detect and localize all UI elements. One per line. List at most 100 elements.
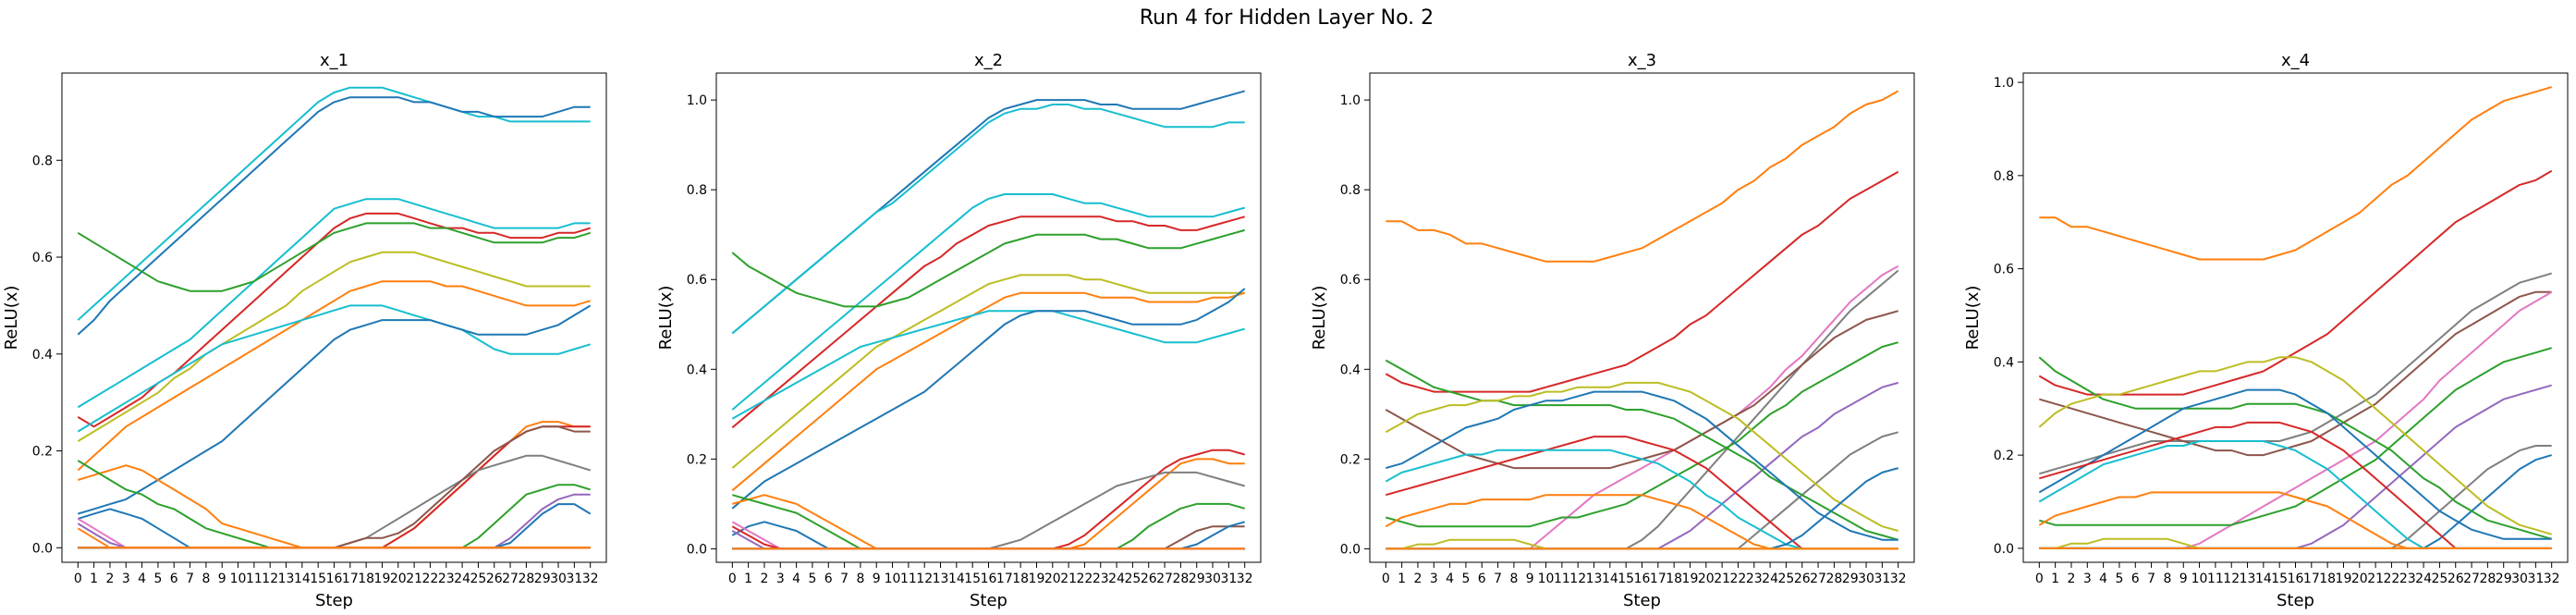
x-tick-label: 20 (1698, 572, 1715, 586)
series-line-9 (1385, 359, 1898, 541)
series-line-9 (731, 288, 1246, 510)
x-tick-label: 18 (1666, 572, 1682, 586)
series-line-2 (2038, 169, 2553, 396)
x-tick-label: 11 (2207, 572, 2224, 586)
series-line-2 (1385, 170, 1899, 393)
x-tick-label: 23 (1746, 572, 1763, 586)
y-axis-label: ReLU(x) (656, 286, 676, 351)
x-tick-label: 20 (1044, 572, 1061, 586)
series-line-3 (731, 193, 1245, 411)
x-tick-label: 6 (1478, 572, 1486, 586)
x-tick-label: 16 (981, 572, 997, 586)
chart-panel-1: 0 1 2 3 4 5 6 7 8 9 10 11 12 13 14 15 16 17 18 19 20 21 22 23 24… (2, 51, 607, 610)
y-tick-label: 0.0 (1994, 542, 2014, 557)
x-tick-label: 18 (1012, 572, 1029, 586)
x-tick-label: 2 (1414, 572, 1422, 586)
x-tick-label: 31 (2527, 572, 2544, 586)
x-tick-label: 20 (2351, 572, 2368, 586)
x-tick-label: 7 (186, 572, 194, 586)
series-group (77, 86, 592, 549)
x-tick-label: 24 (1108, 572, 1125, 586)
y-tick-label: 0.0 (32, 541, 53, 556)
x-tick-label: 22 (2384, 572, 2400, 586)
series-line-11 (1386, 390, 1898, 541)
y-tick-label: 1.0 (1340, 93, 1361, 108)
y-tick-label: 1.0 (1994, 76, 2014, 91)
panel-title: x_1 (320, 51, 348, 70)
x-tick-label: 12 (2223, 572, 2240, 586)
x-tick-label: 12 (1569, 572, 1586, 586)
x-tick-label: 10 (1538, 572, 1555, 586)
x-tick-label: 6 (170, 572, 178, 586)
x-tick-label: 11 (1554, 572, 1570, 586)
panel-title: x_4 (2281, 51, 2310, 70)
series-line-7 (731, 291, 1245, 492)
y-tick-label: 0.0 (1340, 542, 1361, 557)
x-tick-label: 21 (2367, 572, 2384, 586)
y-tick-label: 0.8 (687, 183, 707, 198)
x-tick-label: 25 (1777, 572, 1794, 586)
x-tick-label: 19 (1682, 572, 1699, 586)
x-tick-label: 31 (1874, 572, 1890, 586)
x-tick-label: 2 (2068, 572, 2076, 586)
series-line-4 (731, 215, 1245, 429)
y-tick-label: 0.4 (687, 363, 707, 377)
x-tick-label: 8 (1509, 572, 1518, 586)
x-tick-label: 13 (1586, 572, 1603, 586)
x-tick-label: 3 (2083, 572, 2092, 586)
x-tick-label: 9 (1526, 572, 1534, 586)
x-axis-label: Step (2277, 591, 2314, 610)
series-line-1 (1386, 90, 1899, 263)
x-tick-label: 2 (761, 572, 769, 586)
x-tick-label: 24 (2415, 572, 2432, 586)
series-line-4 (2039, 290, 2552, 457)
series-line-5 (731, 228, 1245, 308)
x-tick-label: 4 (2099, 572, 2107, 586)
x-tick-label: 28 (1172, 572, 1189, 586)
x-tick-label: 31 (566, 572, 582, 586)
x-tick-label: 0 (74, 572, 82, 586)
x-tick-label: 20 (390, 572, 407, 586)
x-tick-label: 15 (2271, 572, 2288, 586)
x-tick-label: 3 (776, 572, 785, 586)
x-tick-label: 8 (856, 572, 864, 586)
figure-title: Run 4 for Hidden Layer No. 2 (1140, 6, 1434, 30)
series-line-2 (77, 96, 591, 336)
x-tick-label: 27 (502, 572, 519, 586)
x-tick-label: 3 (122, 572, 130, 586)
x-tick-label: 15 (964, 572, 981, 586)
x-tick-label: 19 (374, 572, 391, 586)
y-tick-label: 0.4 (1340, 363, 1361, 377)
x-tick-label: 16 (326, 572, 343, 586)
x-tick-label: 31 (1220, 572, 1237, 586)
x-tick-label: 23 (2399, 572, 2416, 586)
x-tick-label: 2 (106, 572, 115, 586)
x-tick-label: 9 (218, 572, 226, 586)
x-tick-label: 18 (358, 572, 374, 586)
x-tick-label: 12 (916, 572, 933, 586)
x-tick-label: 30 (1858, 572, 1874, 586)
x-tick-label: 17 (1650, 572, 1666, 586)
series-line-7 (77, 280, 591, 472)
y-tick-label: 0.6 (32, 251, 53, 265)
series-line-2 (731, 104, 1245, 335)
series-line-1 (2039, 86, 2552, 261)
x-tick-label: 7 (840, 572, 848, 586)
x-tick-label: 1 (1398, 572, 1406, 586)
x-tick-label: 1 (744, 572, 752, 586)
x-tick-label: 29 (1189, 572, 1205, 586)
x-tick-label: 11 (246, 572, 262, 586)
x-tick-label: 8 (201, 572, 210, 586)
y-tick-label: 0.2 (32, 445, 53, 460)
y-tick-label: 0.6 (1994, 263, 2014, 277)
y-tick-label: 0.2 (1994, 449, 2014, 463)
x-tick-label: 32 (1890, 572, 1907, 586)
series-line-6 (731, 274, 1245, 469)
series-line-8 (731, 310, 1245, 420)
series-line-6 (77, 251, 591, 442)
x-tick-label: 1 (2051, 572, 2059, 586)
x-tick-label: 16 (1634, 572, 1651, 586)
x-tick-label: 11 (900, 572, 917, 586)
series-line-1 (77, 86, 591, 321)
